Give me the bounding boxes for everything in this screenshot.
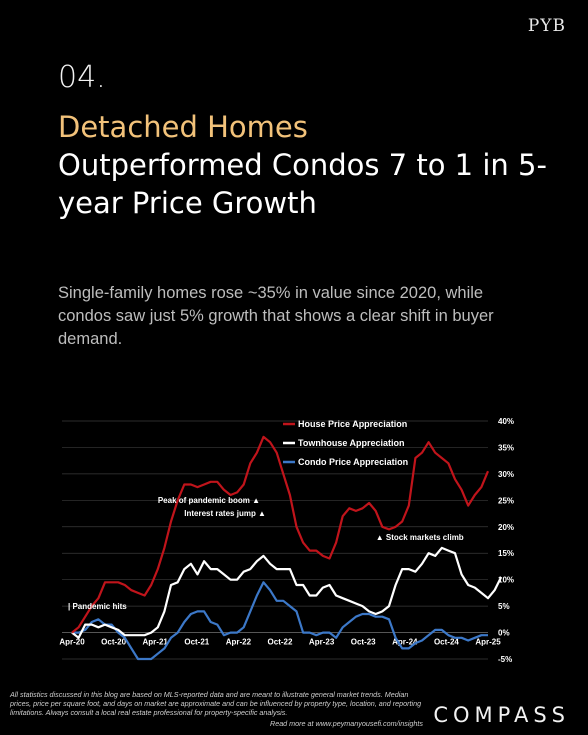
legend-label: Townhouse Appreciation	[298, 438, 405, 448]
x-tick-label: Apr-21	[143, 638, 169, 647]
chart-annotation: Peak of pandemic boom ▲	[158, 496, 260, 505]
series-line	[71, 546, 503, 639]
page-subtitle: Single-family homes rose ~35% in value s…	[58, 284, 494, 348]
x-tick-label: Oct-22	[268, 638, 293, 647]
y-tick-label: 5%	[498, 602, 510, 611]
y-tick-label: 0%	[498, 629, 510, 638]
section-number: 04.	[58, 60, 106, 95]
x-tick-label: Apr-23	[309, 638, 335, 647]
x-tick-label: Oct-23	[351, 638, 376, 647]
series-line	[72, 581, 488, 661]
chart-annotation: Interest rates jump ▲	[184, 509, 266, 518]
y-tick-label: 35%	[498, 443, 514, 452]
x-axis-ticks: Apr-20 Oct-20 Apr-21 Oct-21 Apr-22 Oct-22 Apr-…	[59, 638, 501, 647]
y-tick-label: 20%	[498, 523, 514, 532]
y-tick-label: 15%	[498, 549, 514, 558]
brand-monogram: PYB	[527, 16, 566, 36]
compass-logo: COMPASS	[433, 703, 570, 727]
x-tick-label: Oct-20	[101, 638, 126, 647]
chart-grid	[62, 420, 488, 660]
chart-annotation: ▲ Stock markets climb	[376, 533, 464, 542]
title-rest: Outperformed Condos 7 to 1 in 5-year Pri…	[58, 148, 547, 220]
y-tick-label: 25%	[498, 496, 514, 505]
y-tick-label: -5%	[498, 655, 512, 664]
page-title: Detached Homes Outperformed Condos 7 to …	[58, 108, 558, 222]
series-line	[71, 435, 490, 634]
chart-series-lines	[71, 435, 503, 661]
x-tick-label: Apr-24	[392, 638, 418, 647]
footer-disclaimer: All statistics discussed in this blog ar…	[10, 690, 422, 717]
y-axis-ticks: 40% 35% 30% 25% 20% 15% 10% 5% 0% -5%	[498, 417, 514, 664]
footer-link[interactable]: Read more at www.peymanyousefi.com/insig…	[270, 719, 424, 728]
x-tick-label: Oct-21	[184, 638, 209, 647]
chart-annotations: | Pandemic hits Peak of pandemic boom ▲ In…	[68, 496, 464, 611]
legend-label: House Price Appreciation	[298, 419, 407, 429]
y-tick-label: 30%	[498, 470, 514, 479]
legend-label: Condo Price Appreciation	[298, 457, 408, 467]
chart-annotation: | Pandemic hits	[68, 602, 127, 611]
x-tick-label: Oct-24	[434, 638, 459, 647]
x-tick-label: Apr-20	[59, 638, 85, 647]
price-appreciation-chart: 40% 35% 30% 25% 20% 15% 10% 5% 0% -5% Apr-20 Oct-2…	[59, 417, 514, 664]
title-accent: Detached Homes	[58, 110, 308, 144]
y-tick-label: 40%	[498, 417, 514, 426]
x-tick-label: Apr-25	[475, 638, 501, 647]
x-tick-label: Apr-22	[226, 638, 252, 647]
y-tick-label: 10%	[498, 576, 514, 585]
chart-legend: House Price Appreciation Townhouse Apprec…	[283, 419, 408, 467]
